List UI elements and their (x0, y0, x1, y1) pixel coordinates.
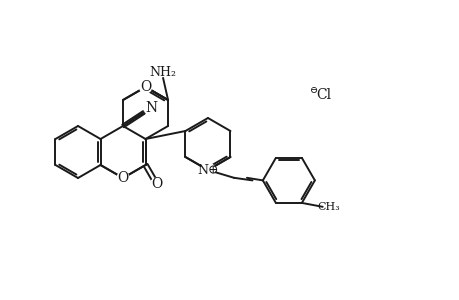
Text: CH₃: CH₃ (317, 202, 339, 212)
Text: O: O (140, 80, 151, 94)
Text: O: O (117, 171, 129, 185)
Circle shape (201, 163, 214, 177)
Text: Cl: Cl (315, 88, 330, 102)
Circle shape (117, 172, 129, 184)
Circle shape (150, 178, 162, 190)
Text: ⊖: ⊖ (309, 85, 318, 94)
Text: N: N (146, 101, 157, 116)
Circle shape (139, 81, 151, 93)
Text: N⊕: N⊕ (197, 164, 218, 176)
Text: NH₂: NH₂ (149, 66, 176, 80)
Text: O: O (151, 177, 162, 191)
